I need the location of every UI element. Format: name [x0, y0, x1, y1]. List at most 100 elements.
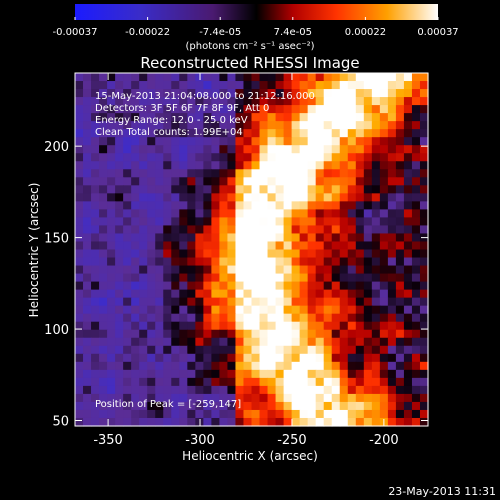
heatmap-cell — [227, 265, 237, 275]
heatmap-cell — [307, 385, 317, 395]
heatmap-cell — [131, 129, 140, 138]
heatmap-cell — [315, 241, 325, 251]
heatmap-cell — [243, 81, 253, 90]
heatmap-cell — [99, 377, 108, 387]
heatmap-cell — [323, 273, 333, 283]
heatmap-cell — [83, 129, 92, 138]
heatmap-cell — [299, 73, 309, 82]
heatmap-cell — [211, 385, 221, 395]
y-axis-label: Heliocentric Y (arcsec) — [27, 183, 41, 318]
heatmap-cell — [291, 233, 301, 243]
heatmap-cell — [331, 297, 341, 307]
heatmap-cell — [195, 89, 204, 98]
heatmap-cell — [243, 201, 253, 210]
heatmap-cell — [155, 225, 164, 235]
heatmap-cell — [299, 297, 309, 307]
heatmap-cell — [107, 289, 116, 299]
heatmap-cell — [139, 313, 148, 323]
heatmap-cell — [203, 361, 212, 371]
heatmap-cell — [299, 121, 309, 130]
heatmap-cell — [227, 201, 237, 210]
heatmap-cell — [235, 417, 245, 427]
heatmap-cell — [171, 345, 180, 355]
heatmap-cell — [115, 337, 124, 347]
heatmap-cell — [203, 113, 212, 122]
heatmap-cell — [403, 217, 413, 227]
heatmap-cell — [91, 305, 100, 315]
heatmap-cell — [291, 169, 301, 178]
heatmap-cell — [91, 153, 100, 162]
heatmap-cell — [307, 345, 317, 355]
heatmap-cell — [99, 113, 108, 122]
heatmap-cell — [235, 97, 245, 106]
heatmap-cell — [139, 321, 148, 331]
heatmap-cell — [211, 257, 221, 267]
heatmap-cell — [267, 353, 277, 363]
heatmap-cell — [227, 337, 237, 347]
heatmap-cell — [347, 209, 357, 219]
heatmap-cell — [227, 81, 237, 90]
heatmap-cell — [179, 193, 188, 202]
heatmap-cell — [123, 73, 132, 82]
heatmap-cell — [379, 345, 389, 355]
heatmap-cell — [275, 321, 285, 331]
heatmap-cell — [243, 169, 253, 178]
heatmap-cell — [363, 281, 373, 291]
heatmap-cell — [331, 89, 341, 98]
heatmap-cell — [371, 377, 381, 387]
heatmap-cell — [283, 305, 293, 315]
heatmap-cell — [131, 225, 140, 235]
heatmap-cell — [243, 305, 253, 315]
heatmap-cell — [219, 153, 229, 162]
heatmap-cell — [107, 377, 116, 387]
heatmap-cell — [395, 161, 405, 170]
heatmap-cell — [75, 273, 84, 283]
heatmap-cell — [411, 105, 421, 114]
heatmap-cell — [315, 289, 325, 299]
heatmap-cell — [363, 393, 373, 403]
heatmap-cell — [187, 305, 196, 315]
heatmap-cell — [331, 169, 341, 178]
heatmap-cell — [363, 73, 373, 82]
heatmap-cell — [155, 97, 164, 106]
heatmap-cell — [419, 273, 429, 283]
heatmap-cell — [283, 185, 293, 194]
heatmap-cell — [171, 233, 180, 243]
heatmap-cell — [395, 345, 405, 355]
heatmap-cell — [283, 369, 293, 379]
heatmap-cell — [131, 369, 140, 379]
heatmap-cell — [251, 193, 261, 202]
heatmap-cell — [131, 97, 140, 106]
heatmap-cell — [147, 177, 156, 186]
heatmap-cell — [395, 361, 405, 371]
heatmap-cell — [259, 201, 269, 210]
heatmap-cell — [99, 145, 108, 154]
x-tick-label: -200 — [369, 433, 399, 448]
heatmap-cell — [75, 145, 84, 154]
heatmap-cell — [267, 305, 277, 315]
heatmap-cell — [403, 73, 413, 82]
heatmap-cell — [291, 353, 301, 363]
heatmap-cell — [75, 201, 84, 210]
heatmap-cell — [91, 209, 100, 219]
heatmap-cell — [259, 89, 269, 98]
heatmap-cell — [107, 385, 116, 395]
heatmap-cell — [243, 217, 253, 227]
heatmap-cell — [131, 121, 140, 130]
heatmap-cell — [211, 201, 221, 210]
heatmap-cell — [163, 257, 172, 267]
heatmap-cell — [147, 169, 156, 178]
heatmap-cell — [99, 289, 108, 299]
heatmap-cell — [331, 129, 341, 138]
heatmap-cell — [171, 81, 180, 90]
heatmap-cell — [403, 225, 413, 235]
heatmap-cell — [355, 97, 365, 106]
heatmap-cell — [107, 281, 116, 291]
heatmap-cell — [379, 225, 389, 235]
heatmap-cell — [323, 217, 333, 227]
heatmap-cell — [243, 353, 253, 363]
heatmap-cell — [187, 289, 196, 299]
heatmap-cell — [275, 305, 285, 315]
heatmap-cell — [131, 401, 140, 411]
heatmap-cell — [347, 217, 357, 227]
